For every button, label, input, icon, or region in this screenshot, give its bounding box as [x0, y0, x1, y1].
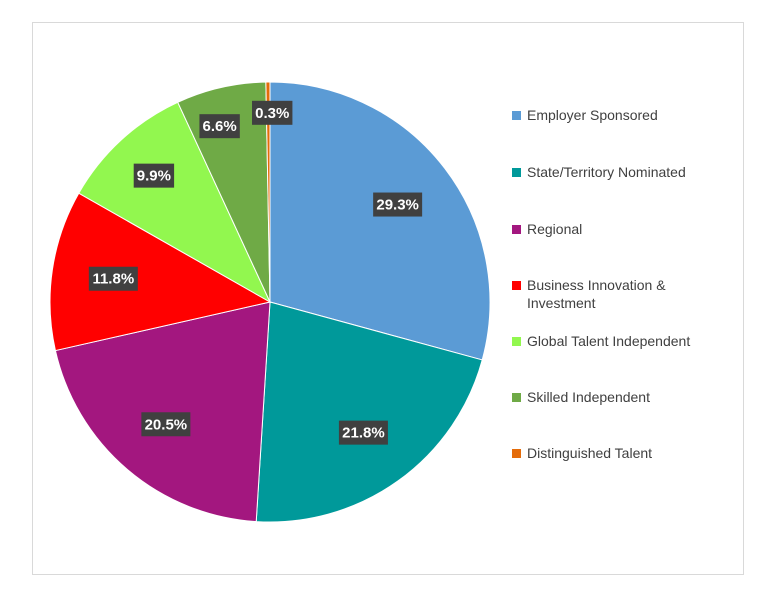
data-label-7: 0.3% — [252, 100, 293, 125]
data-label-text: 0.3% — [255, 105, 289, 122]
legend-item-global-talent-independent: Global Talent Independent — [512, 332, 690, 350]
legend-swatch — [512, 337, 521, 346]
pie-slice-7 — [265, 81, 271, 303]
data-label-4: 11.8% — [88, 266, 138, 291]
legend-label: Skilled Independent — [527, 389, 650, 405]
data-label-text: 29.3% — [376, 197, 419, 214]
data-label-box — [252, 100, 293, 125]
legend-swatch — [512, 393, 521, 402]
data-label-text: 21.8% — [342, 425, 385, 442]
data-label-box — [133, 163, 175, 188]
pie-slice-3 — [54, 301, 271, 523]
legend-item-regional: Regional — [512, 220, 582, 238]
legend-label: Global Talent Independent — [527, 333, 691, 349]
legend-item-distinguished-talent: Distinguished Talent — [512, 444, 652, 462]
data-label-3: 20.5% — [141, 412, 191, 437]
legend-swatch — [512, 281, 521, 290]
data-label-text: 6.6% — [203, 118, 237, 135]
data-label-box — [141, 412, 191, 437]
data-label-6: 6.6% — [199, 114, 240, 139]
data-label-5: 9.9% — [133, 163, 175, 188]
data-label-box — [373, 192, 423, 217]
legend-label: Employer Sponsored — [527, 107, 658, 123]
legend-swatch — [512, 449, 521, 458]
legend-swatch — [512, 111, 521, 120]
legend-item-business-innovation-investment: Business Innovation & Investment — [512, 276, 712, 312]
legend-item-employer-sponsored: Employer Sponsored — [512, 106, 658, 124]
data-label-1: 29.3% — [373, 192, 423, 217]
pie-slice-2 — [255, 301, 483, 523]
data-label-box — [199, 114, 240, 139]
legend-label: State/Territory Nominated — [527, 164, 686, 180]
data-label-box — [338, 420, 388, 445]
legend-label: Distinguished Talent — [527, 445, 653, 461]
data-label-text: 11.8% — [92, 271, 134, 288]
pie-slice-5 — [78, 101, 272, 304]
legend-item-skilled-independent: Skilled Independent — [512, 388, 650, 406]
legend-swatch — [512, 225, 521, 234]
pie-slice-4 — [49, 192, 272, 352]
data-label-text: 9.9% — [137, 168, 171, 185]
legend-swatch — [512, 168, 521, 177]
legend-label: Regional — [527, 221, 583, 237]
pie-slice-1 — [269, 81, 491, 361]
data-label-text: 20.5% — [145, 416, 188, 433]
data-label-2: 21.8% — [338, 420, 388, 445]
legend-label: Business Innovation & Investment — [527, 277, 666, 311]
legend-item-state-territory-nominated: State/Territory Nominated — [512, 163, 686, 181]
data-label-box — [88, 266, 138, 291]
